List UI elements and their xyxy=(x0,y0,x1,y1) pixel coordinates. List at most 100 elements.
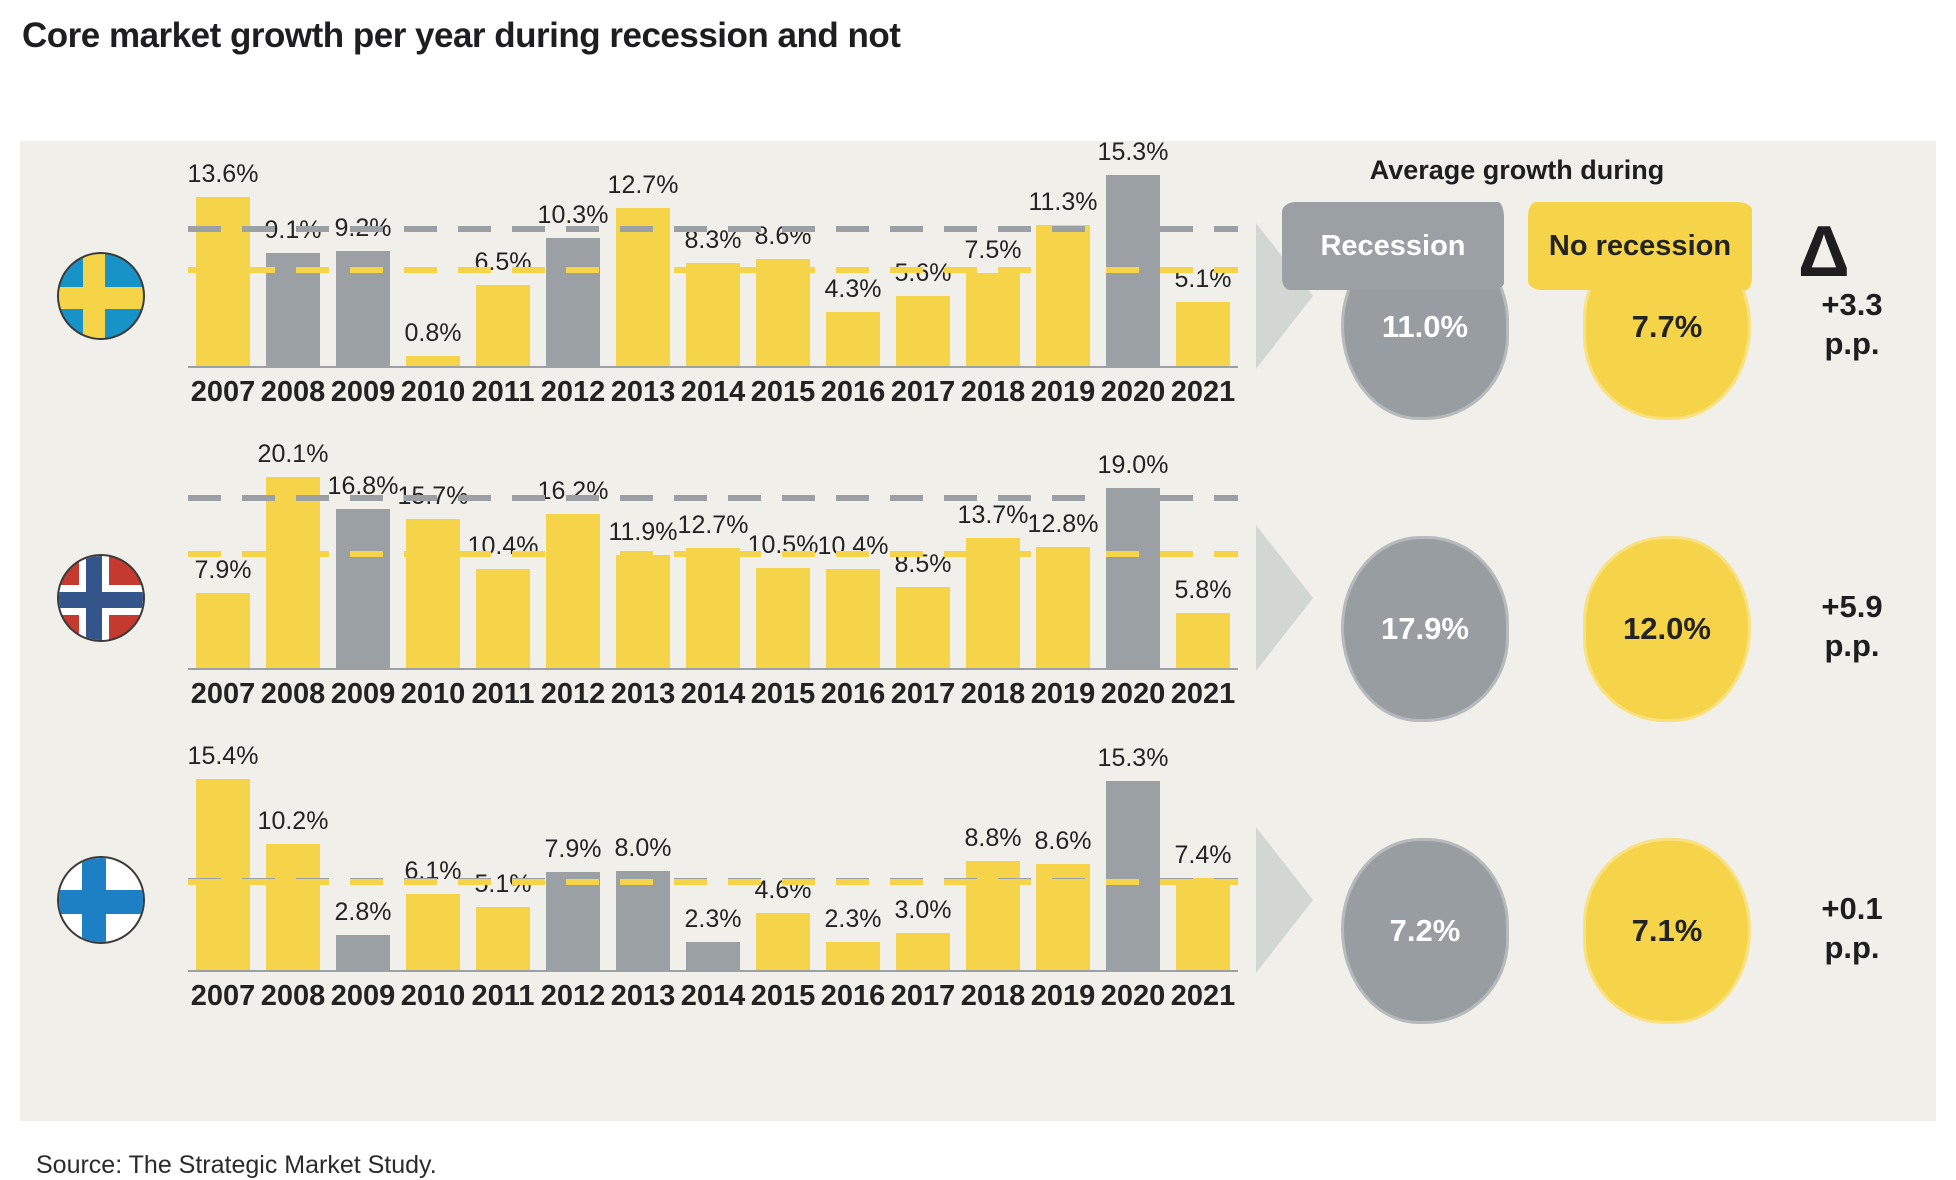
bar-slot-2017: 5.6% xyxy=(888,141,958,366)
bar-slot-2020: 19.0% xyxy=(1098,443,1168,668)
avg-recession-dashline xyxy=(188,225,1238,232)
bar-chart-sweden: 13.6%9.1%9.2%0.8%6.5%10.3%12.7%8.3%8.6%4… xyxy=(188,138,1238,443)
arrow-column xyxy=(1256,443,1313,745)
bar-slot-2008: 9.1% xyxy=(258,141,328,366)
bar-slot-2008: 20.1% xyxy=(258,440,328,668)
bar-slot-2010: 15.7% xyxy=(398,443,468,668)
flag-cross-vertical xyxy=(83,254,105,338)
avg-no-recession-dashline xyxy=(188,879,1238,886)
year-label-2015: 2015 xyxy=(750,678,816,710)
year-label-2012: 2012 xyxy=(540,980,606,1012)
year-label-2016: 2016 xyxy=(820,678,886,710)
year-label-2007: 2007 xyxy=(190,678,256,710)
growth-bar-2010 xyxy=(406,519,460,668)
year-label-2013: 2013 xyxy=(610,376,676,408)
year-label-2009: 2009 xyxy=(330,376,396,408)
plot-area: 13.6%9.1%9.2%0.8%6.5%10.3%12.7%8.3%8.6%4… xyxy=(188,138,1238,366)
recession-bar-2020 xyxy=(1106,780,1160,970)
avg-no-recession-value: 7.7% xyxy=(1631,309,1703,344)
year-label-2019: 2019 xyxy=(1030,678,1096,710)
year-label-2019: 2019 xyxy=(1030,980,1096,1012)
growth-bar-2021 xyxy=(1176,302,1230,366)
avg-recession-dashline xyxy=(188,495,1238,502)
bar-value-label: 4.3% xyxy=(824,275,882,304)
year-label-2020: 2020 xyxy=(1100,678,1166,710)
recession-badge: Recession xyxy=(1282,202,1504,290)
bar-value-label: 8.0% xyxy=(614,833,672,862)
avg-recession-value: 7.2% xyxy=(1389,913,1461,948)
avg-recession-circle: 7.2% xyxy=(1341,838,1509,1024)
delta-symbol: Δ xyxy=(1798,212,1850,292)
growth-bar-2010 xyxy=(406,356,460,366)
bar-slot-2014: 12.7% xyxy=(678,443,748,668)
arrow-column xyxy=(1256,745,1313,1047)
bar-value-label: 0.8% xyxy=(404,319,462,348)
year-label-2007: 2007 xyxy=(190,980,256,1012)
bar-slot-2007: 7.9% xyxy=(188,443,258,668)
delta-value: +0.1 xyxy=(1821,891,1883,926)
avg-no-recession-circle: 12.0% xyxy=(1583,536,1751,722)
year-label-2020: 2020 xyxy=(1100,980,1166,1012)
year-label-2013: 2013 xyxy=(610,678,676,710)
year-label-2014: 2014 xyxy=(680,980,746,1012)
bar-slot-2019: 12.8% xyxy=(1028,443,1098,668)
year-label-2014: 2014 xyxy=(680,376,746,408)
growth-bar-2016 xyxy=(826,312,880,366)
bar-slot-2020: 15.3% xyxy=(1098,138,1168,366)
bar-value-label: 11.3% xyxy=(1028,188,1098,217)
bar-slot-2016: 2.3% xyxy=(818,745,888,970)
year-label-2010: 2010 xyxy=(400,376,466,408)
year-label-2020: 2020 xyxy=(1100,376,1166,408)
year-label-2017: 2017 xyxy=(890,376,956,408)
growth-bar-2011 xyxy=(476,285,530,366)
bar-slot-2020: 15.3% xyxy=(1098,744,1168,970)
bar-value-label: 2.3% xyxy=(684,904,742,933)
bar-value-label: 5.6% xyxy=(894,259,952,288)
bar-value-label: 13.7% xyxy=(957,501,1029,530)
sweden-flag-icon xyxy=(57,252,145,340)
bar-slot-2015: 8.6% xyxy=(748,141,818,366)
growth-bar-2011 xyxy=(476,569,530,668)
flag-column xyxy=(20,745,188,1047)
source-note: Source: The Strategic Market Study. xyxy=(36,1151,437,1179)
growth-bar-2017 xyxy=(896,296,950,366)
growth-bar-2015 xyxy=(756,568,810,668)
delta-unit: p.p. xyxy=(1824,627,1880,663)
bar-slot-2021: 5.8% xyxy=(1168,443,1238,668)
bar-value-label: 7.9% xyxy=(194,556,252,585)
avg-no-recession-value: 12.0% xyxy=(1623,611,1711,646)
bar-value-label: 7.9% xyxy=(544,835,602,864)
avg-recession-value: 11.0% xyxy=(1381,309,1469,344)
bar-slot-2018: 13.7% xyxy=(958,443,1028,668)
flag-column xyxy=(20,443,188,745)
x-axis-line xyxy=(188,668,1238,670)
bar-value-label: 11.9% xyxy=(608,518,678,547)
avg-recession-circle: 17.9% xyxy=(1341,536,1509,722)
growth-bar-2007 xyxy=(196,779,250,970)
year-label-2013: 2013 xyxy=(610,980,676,1012)
year-label-2008: 2008 xyxy=(260,376,326,408)
bar-slot-2017: 3.0% xyxy=(888,745,958,970)
delta-value: +5.9 xyxy=(1821,589,1883,624)
growth-bar-2014 xyxy=(686,547,740,668)
norway-flag-icon xyxy=(57,554,145,642)
year-label-2015: 2015 xyxy=(750,980,816,1012)
bar-slot-2009: 2.8% xyxy=(328,745,398,970)
year-label-2009: 2009 xyxy=(330,678,396,710)
growth-bar-2013 xyxy=(616,207,670,366)
bar-slot-2013: 8.0% xyxy=(608,745,678,970)
bar-value-label: 15.4% xyxy=(187,742,259,771)
bar-slot-2018: 7.5% xyxy=(958,141,1028,366)
bar-value-label: 3.0% xyxy=(894,895,952,924)
flag-cross-blue-vertical xyxy=(86,556,102,640)
bar-slot-2009: 9.2% xyxy=(328,141,398,366)
growth-bar-2018 xyxy=(966,272,1020,366)
bar-slot-2010: 0.8% xyxy=(398,141,468,366)
bar-chart-norway: 7.9%20.1%16.8%15.7%10.4%16.2%11.9%12.7%1… xyxy=(188,440,1238,745)
year-label-2017: 2017 xyxy=(890,980,956,1012)
growth-bar-2015 xyxy=(756,913,810,970)
year-label-2018: 2018 xyxy=(960,376,1026,408)
bar-value-label: 10.2% xyxy=(257,806,329,835)
avg-recession-value: 17.9% xyxy=(1381,611,1469,646)
finland-flag-icon xyxy=(57,856,145,944)
